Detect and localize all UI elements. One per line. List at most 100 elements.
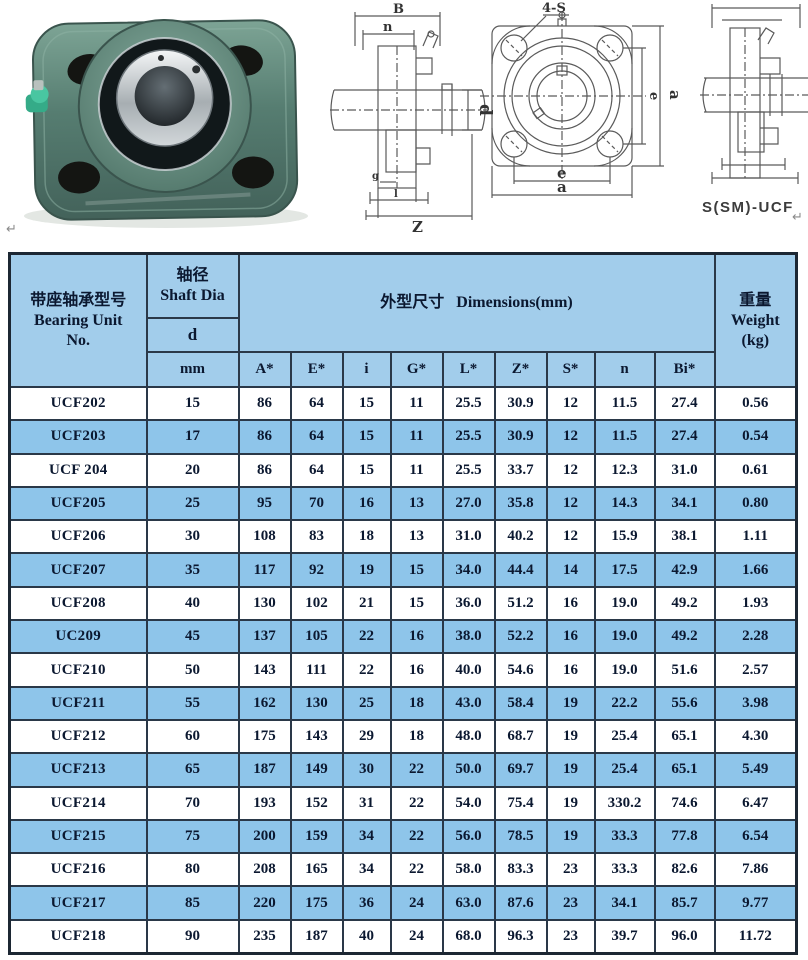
shaft-dia-cell: 60 — [145, 718, 240, 755]
bearing-spec-table: 带座轴承型号 Bearing Unit No. 轴径 Shaft Dia 外型尺… — [8, 252, 799, 956]
dim-value-cell: 11.5 — [593, 385, 656, 422]
dim-value-cell: 31 — [341, 785, 392, 821]
dim-value-cell: 49.2 — [653, 619, 716, 655]
bearing-no-cell: UCF208 — [8, 585, 148, 622]
dim-label-n: n — [383, 20, 393, 35]
dim-value-cell: 85.7 — [653, 885, 716, 921]
dim-value-cell: 19.0 — [593, 585, 656, 622]
header-bearing-unit-no-en: No. — [66, 331, 91, 349]
dim-value-cell: 58.4 — [493, 685, 548, 721]
dim-value-cell: 30.9 — [493, 419, 548, 455]
weight-cell: 6.54 — [713, 818, 798, 855]
dim-value-cell: 86 — [237, 385, 292, 422]
shaft-dia-cell: 70 — [145, 785, 240, 821]
dim-value-cell: 92 — [289, 552, 344, 588]
shaft-dia-cell: 85 — [145, 885, 240, 921]
dim-value-cell: 235 — [237, 918, 292, 955]
dim-value-cell: 12.3 — [593, 452, 656, 488]
dim-label-d: d — [475, 104, 495, 116]
header-bearing-unit-no: 带座轴承型号 Bearing Unit No. — [8, 252, 148, 388]
table-row: UCF 204 20 86 64 15 11 25.5 33.7 12 12.3 31.0 0.61 — [8, 452, 798, 488]
dim-label-a-bottom: a — [557, 178, 567, 196]
dim-label-l: l — [394, 189, 398, 200]
dim-value-cell: 23 — [545, 918, 596, 955]
dim-value-cell: 19 — [545, 785, 596, 821]
shaft-dia-cell: 35 — [145, 552, 240, 588]
dim-value-cell: 31.0 — [441, 519, 496, 555]
dim-value-cell: 23 — [545, 885, 596, 921]
dim-value-cell: 75.4 — [493, 785, 548, 821]
dim-value-cell: 19 — [545, 818, 596, 855]
dim-value-cell: 15 — [389, 552, 444, 588]
shaft-dia-cell: 55 — [145, 685, 240, 721]
header-dimensions-zh: 外型尺寸 — [380, 294, 445, 311]
shaft-dia-cell: 40 — [145, 585, 240, 622]
dim-value-cell: 64 — [289, 452, 344, 488]
dim-value-cell: 34.1 — [593, 885, 656, 921]
dim-value-cell: 95 — [237, 485, 292, 522]
header-dimensions-en: Dimensions(mm) — [456, 294, 573, 311]
dim-value-cell: 39.7 — [593, 918, 656, 955]
dim-value-cell: 18 — [389, 685, 444, 721]
dim-value-cell: 130 — [289, 685, 344, 721]
dim-value-cell: 87.6 — [493, 885, 548, 921]
weight-cell: 7.86 — [713, 852, 798, 888]
paragraph-return-mark: ↵ — [6, 222, 17, 237]
dim-value-cell: 22 — [389, 852, 444, 888]
dim-value-cell: 30.9 — [493, 385, 548, 422]
dim-value-cell: 19 — [545, 718, 596, 755]
header-dim-col-S: S* — [545, 351, 596, 388]
dim-value-cell: 13 — [389, 519, 444, 555]
header-shaft-dia-en: Shaft Dia — [160, 287, 225, 304]
bearing-photo-svg — [24, 18, 308, 228]
weight-cell: 2.57 — [713, 652, 798, 688]
shaft-dia-cell: 45 — [145, 619, 240, 655]
dim-value-cell: 55.6 — [653, 685, 716, 721]
weight-cell: 1.93 — [713, 585, 798, 622]
table-row: UCF217 85 220 175 36 24 63.0 87.6 23 34.1 85.7 9.77 — [8, 885, 798, 921]
model-series-label: S(SM)-UCF — [702, 199, 794, 216]
header-shaft-dia-zh: 轴径 — [176, 267, 209, 284]
weight-cell: 0.54 — [713, 419, 798, 455]
header-dim-col-G: G* — [389, 351, 444, 388]
table-row: UCF215 75 200 159 34 22 56.0 78.5 19 33.3 77.8 6.54 — [8, 818, 798, 855]
header-dim-col-E: E* — [289, 351, 344, 388]
dim-value-cell: 108 — [237, 519, 292, 555]
dim-value-cell: 102 — [289, 585, 344, 622]
dim-value-cell: 30 — [341, 752, 392, 788]
technical-drawings: B n d g l Z 4-S e a e a S(SM)-UCF — [330, 0, 808, 248]
dim-value-cell: 38.0 — [441, 619, 496, 655]
table-row: UCF207 35 117 92 19 15 34.0 44.4 14 17.5 42.9 1.66 — [8, 552, 798, 588]
header-dim-col-i: i — [341, 351, 392, 388]
set-screw — [157, 55, 164, 62]
dim-value-cell: 105 — [289, 619, 344, 655]
dim-value-cell: 65.1 — [653, 752, 716, 788]
dim-value-cell: 16 — [389, 619, 444, 655]
header-dim-col-Bi: Bi* — [653, 351, 716, 388]
dim-value-cell: 25 — [341, 685, 392, 721]
bearing-no-cell: UCF216 — [8, 852, 148, 888]
dim-value-cell: 25.4 — [593, 718, 656, 755]
dim-value-cell: 40.2 — [493, 519, 548, 555]
dim-value-cell: 187 — [237, 752, 292, 788]
bearing-no-cell: UCF211 — [8, 685, 148, 721]
shaft-dia-cell: 75 — [145, 818, 240, 855]
top-section: B n d g l Z 4-S e a e a S(SM)-UCF ↵ ↵ — [0, 0, 808, 250]
table-row: UC209 45 137 105 22 16 38.0 52.2 16 19.0 49.2 2.28 — [8, 619, 798, 655]
table-row: UCF208 40 130 102 21 15 36.0 51.2 16 19.0 49.2 1.93 — [8, 585, 798, 622]
dim-value-cell: 50.0 — [441, 752, 496, 788]
bearing-photo — [14, 6, 316, 236]
dim-value-cell: 27.4 — [653, 419, 716, 455]
dim-value-cell: 40.0 — [441, 652, 496, 688]
dim-value-cell: 19 — [545, 752, 596, 788]
drawings-svg: B n d g l Z 4-S e a e a S(SM)-UCF — [330, 1, 808, 236]
table-row: UCF203 17 86 64 15 11 25.5 30.9 12 11.5 27.4 0.54 — [8, 419, 798, 455]
dim-value-cell: 43.0 — [441, 685, 496, 721]
dim-value-cell: 137 — [237, 619, 292, 655]
dim-value-cell: 22 — [341, 619, 392, 655]
dim-value-cell: 22 — [341, 652, 392, 688]
bearing-no-cell: UCF218 — [8, 918, 148, 955]
dim-value-cell: 19 — [545, 685, 596, 721]
shaft-dia-cell: 65 — [145, 752, 240, 788]
weight-cell: 1.11 — [713, 519, 798, 555]
